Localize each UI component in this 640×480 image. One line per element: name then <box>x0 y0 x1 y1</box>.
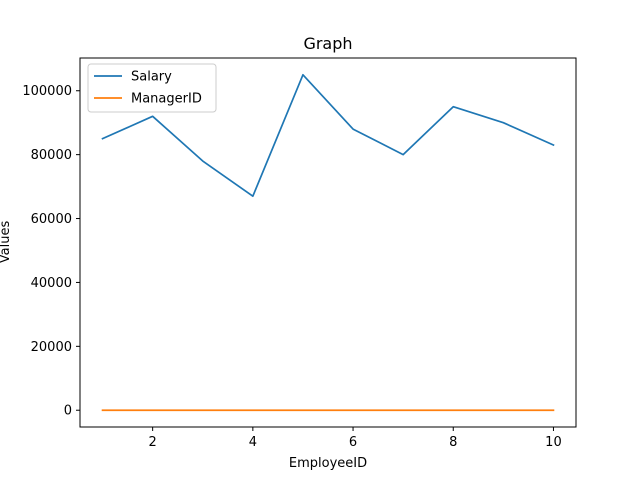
y-tick-label: 100000 <box>22 84 72 99</box>
chart-title: Graph <box>303 34 352 53</box>
y-tick-label: 60000 <box>31 212 72 227</box>
x-tick-label: 10 <box>545 435 562 450</box>
y-tick-label: 0 <box>64 404 72 419</box>
x-tick-label: 8 <box>449 435 457 450</box>
x-axis: 2 4 6 8 10 <box>149 427 562 450</box>
x-tick-label: 6 <box>349 435 357 450</box>
y-axis: 0 20000 40000 60000 80000 100000 <box>22 84 80 419</box>
x-tick-label: 4 <box>249 435 257 450</box>
y-axis-label: Values <box>0 221 13 264</box>
x-axis-label: EmployeeID <box>289 456 367 471</box>
legend-label-salary: Salary <box>131 70 172 85</box>
series-layer <box>101 73 555 412</box>
plot-frame <box>79 57 577 428</box>
y-tick-label: 40000 <box>31 276 72 291</box>
series-line-salary <box>101 73 555 198</box>
y-tick-label: 80000 <box>31 148 72 163</box>
x-tick-label: 2 <box>149 435 157 450</box>
legend-label-managerid: ManagerID <box>131 92 202 107</box>
legend: Salary ManagerID <box>87 63 217 113</box>
y-tick-label: 20000 <box>31 340 72 355</box>
